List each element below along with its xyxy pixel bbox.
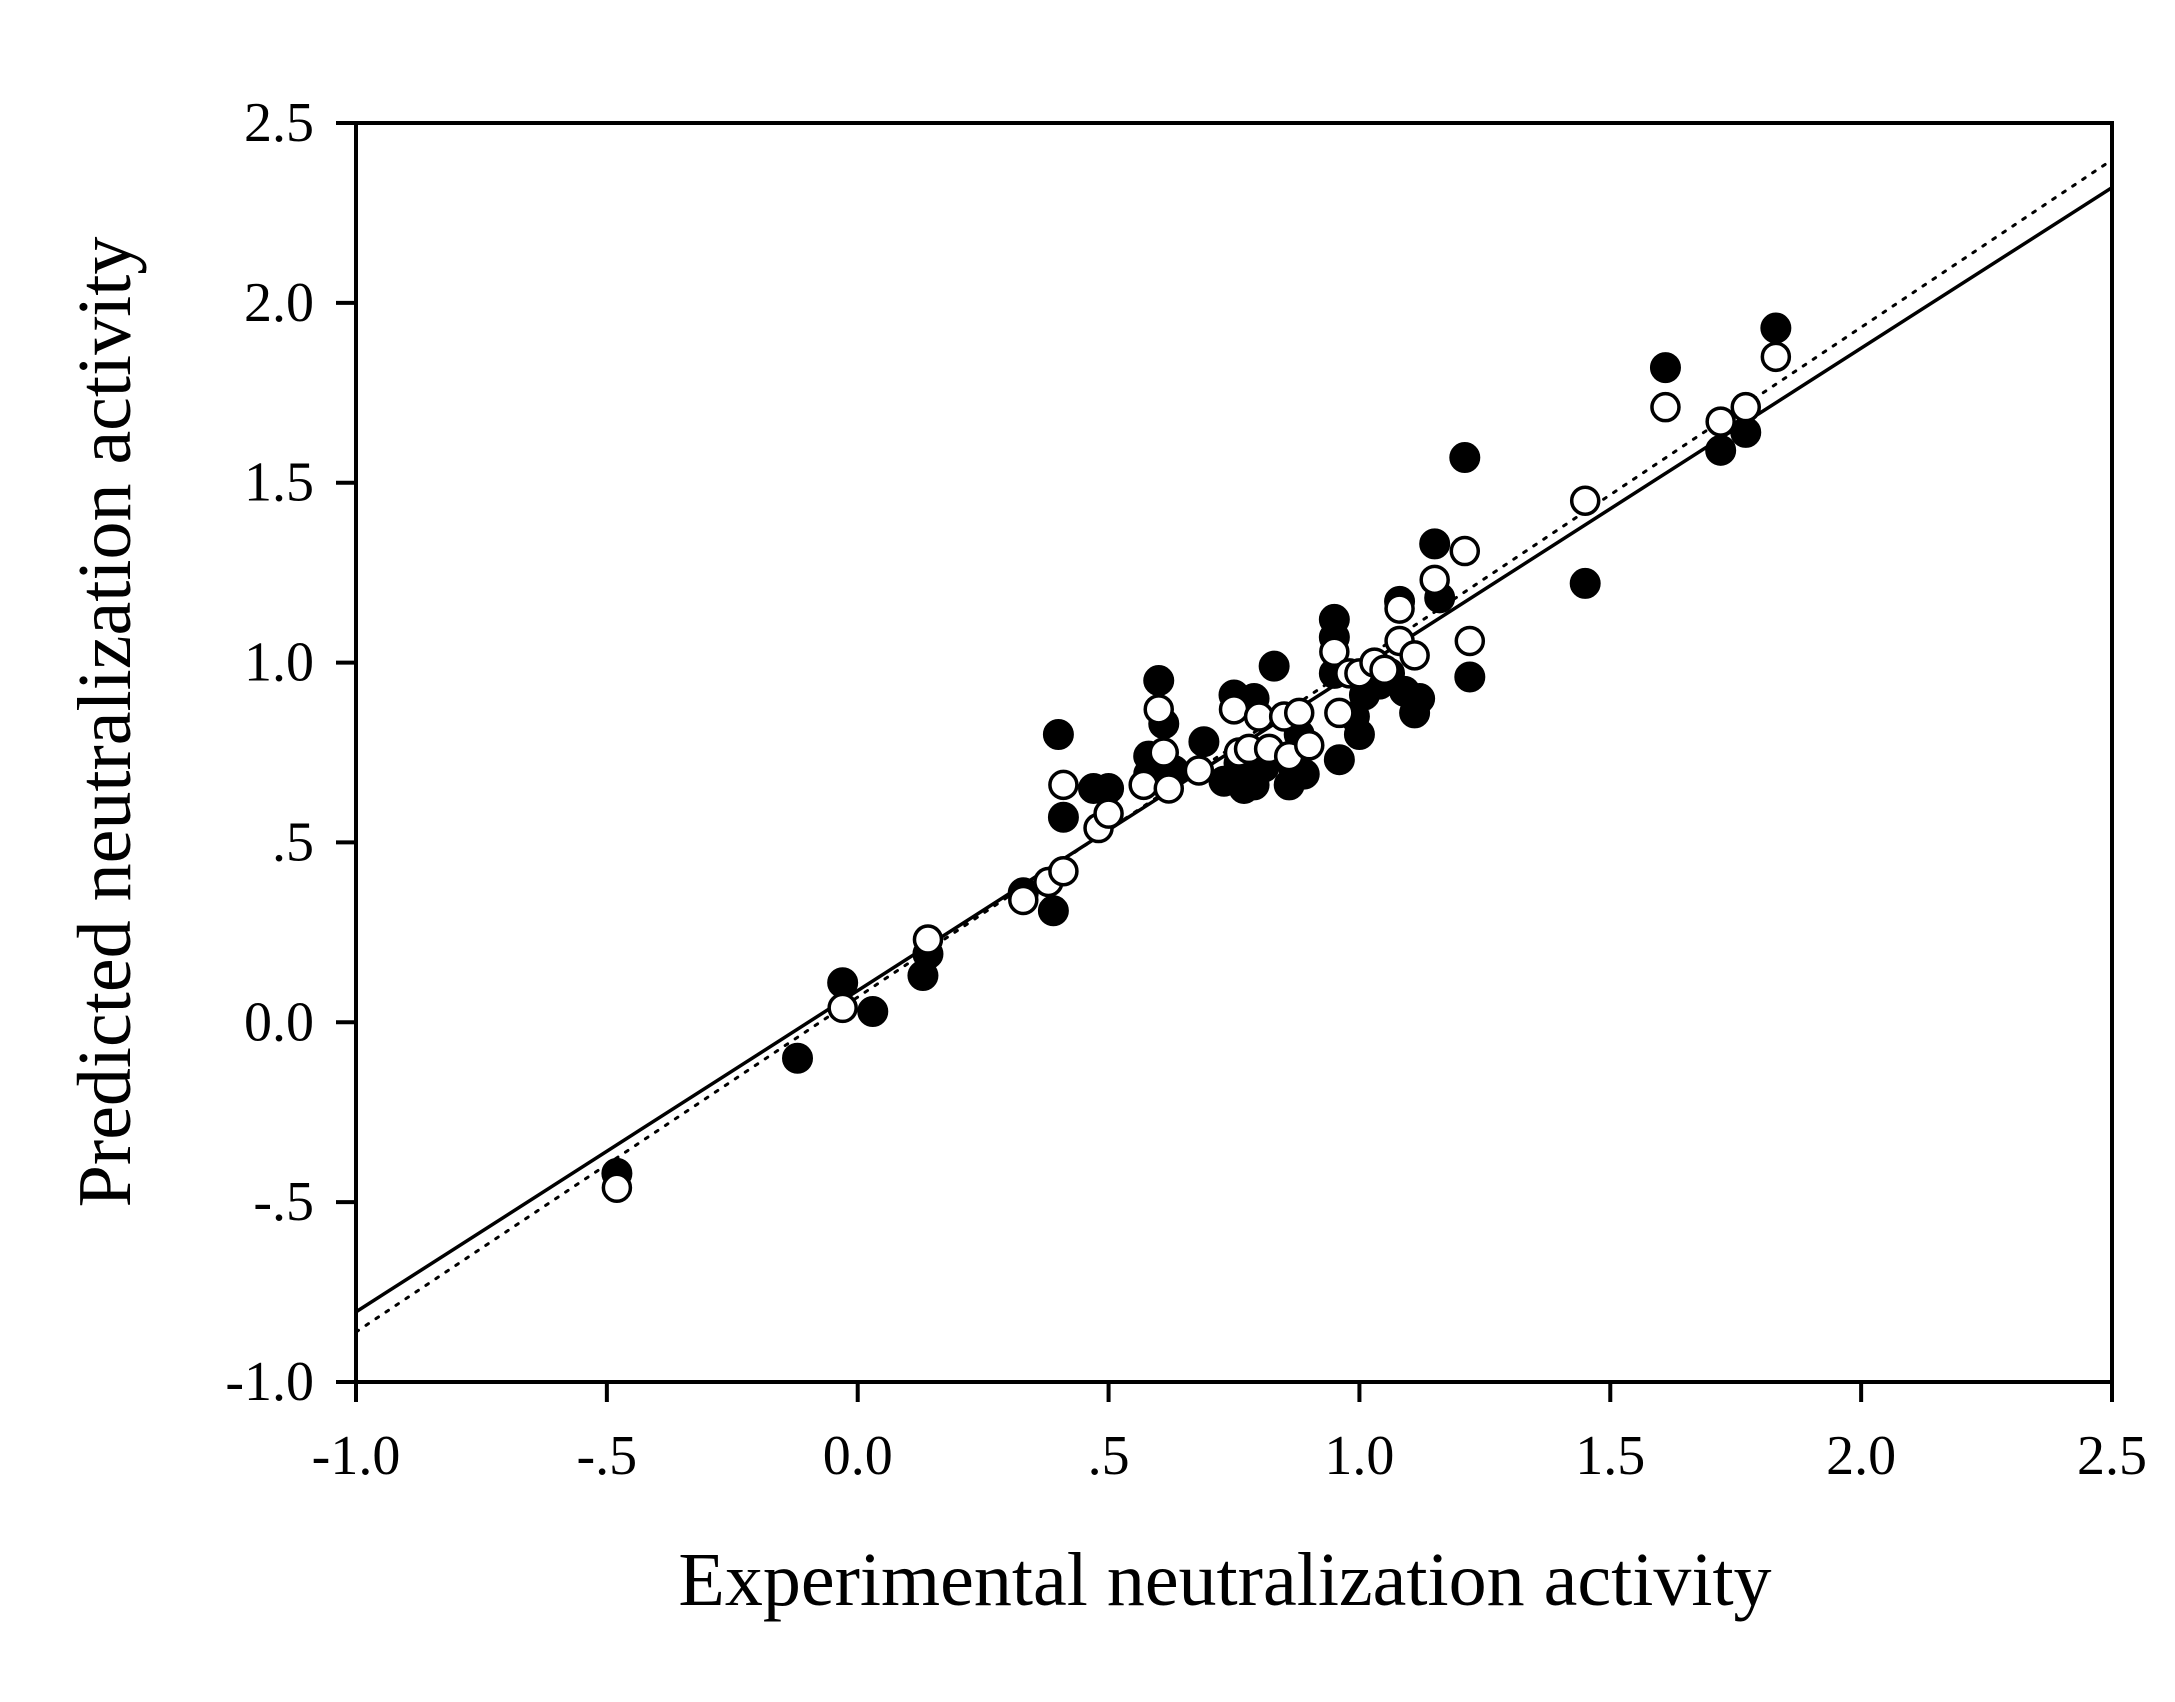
open-point xyxy=(1449,535,1481,567)
x-tick-label: 2.0 xyxy=(1826,1425,1896,1487)
open-point xyxy=(1399,640,1430,671)
open-point xyxy=(1319,636,1350,668)
open-point xyxy=(1153,773,1185,804)
plot-frame xyxy=(354,121,2114,1384)
open-point xyxy=(912,924,944,955)
open-point xyxy=(1093,798,1124,829)
open-point xyxy=(1294,730,1325,761)
x-axis-title: Experimental neutralization activity xyxy=(678,1538,1771,1622)
filled-point xyxy=(1419,528,1451,560)
filled-point xyxy=(1047,801,1079,833)
filled-point xyxy=(1404,683,1436,715)
y-tick-label: .5 xyxy=(272,811,314,873)
open-point xyxy=(1369,654,1400,686)
open-point xyxy=(1183,755,1215,786)
filled-point xyxy=(1649,352,1681,384)
filled-point xyxy=(857,995,889,1027)
x-tick-label: 1.5 xyxy=(1575,1425,1645,1487)
open-point xyxy=(1148,737,1180,768)
filled-point xyxy=(1188,726,1220,758)
x-tick-label: 2.5 xyxy=(2077,1425,2147,1487)
open-point xyxy=(1243,701,1275,732)
y-tick-label: 0.0 xyxy=(244,991,314,1053)
open-point xyxy=(1128,769,1159,801)
filled-point xyxy=(1705,434,1737,466)
open-point xyxy=(1760,341,1792,373)
axes: -1.0 -.5 0.0 .5 1.0 1.5 2.0 2.5 -1.0 -.5 0.0 .5 1.0 1… xyxy=(225,92,2147,1487)
filled-point xyxy=(1042,719,1074,751)
x-tick-label: 1.0 xyxy=(1324,1425,1394,1487)
y-tick-label: 2.5 xyxy=(244,92,314,154)
open-point xyxy=(1384,593,1415,624)
open-point xyxy=(1650,391,1681,423)
filled-point xyxy=(1143,665,1175,697)
y-tick-label: -1.0 xyxy=(225,1351,314,1413)
open-point xyxy=(1419,564,1450,596)
filled-point xyxy=(1323,744,1355,776)
filled-point xyxy=(1258,650,1290,682)
open-point xyxy=(601,1172,633,1204)
filled-point xyxy=(1343,719,1375,751)
open-point xyxy=(1730,391,1761,423)
filled-point xyxy=(1037,895,1069,927)
open-point xyxy=(1048,855,1079,887)
y-tick-label: 1.0 xyxy=(244,632,314,694)
open-point xyxy=(1569,485,1601,516)
open-point xyxy=(1143,694,1174,725)
x-tick-label: .5 xyxy=(1088,1425,1130,1487)
x-tick-label: -1.0 xyxy=(312,1425,401,1487)
open-series xyxy=(601,341,1792,1204)
open-point xyxy=(1008,884,1039,916)
open-point xyxy=(827,992,858,1024)
y-tick-label: 1.5 xyxy=(244,452,314,514)
y-tick-label: 2.0 xyxy=(244,272,314,334)
open-point xyxy=(1218,694,1250,725)
open-point xyxy=(1283,697,1315,729)
filled-point xyxy=(1760,312,1792,344)
filled-point xyxy=(1449,442,1481,474)
open-point xyxy=(1454,625,1486,657)
open-point xyxy=(1705,406,1736,437)
filled-point xyxy=(782,1042,814,1074)
filled-point xyxy=(1454,661,1486,693)
open-point xyxy=(1048,769,1079,801)
x-tick-label: -.5 xyxy=(577,1425,638,1487)
open-point xyxy=(1324,697,1355,729)
x-tick-label: 0.0 xyxy=(823,1425,893,1487)
filled-point xyxy=(1569,567,1601,599)
plot-area xyxy=(356,158,2112,1334)
y-tick-label: -.5 xyxy=(253,1171,314,1233)
y-axis-title: Predicted neutralization activity xyxy=(63,237,147,1208)
